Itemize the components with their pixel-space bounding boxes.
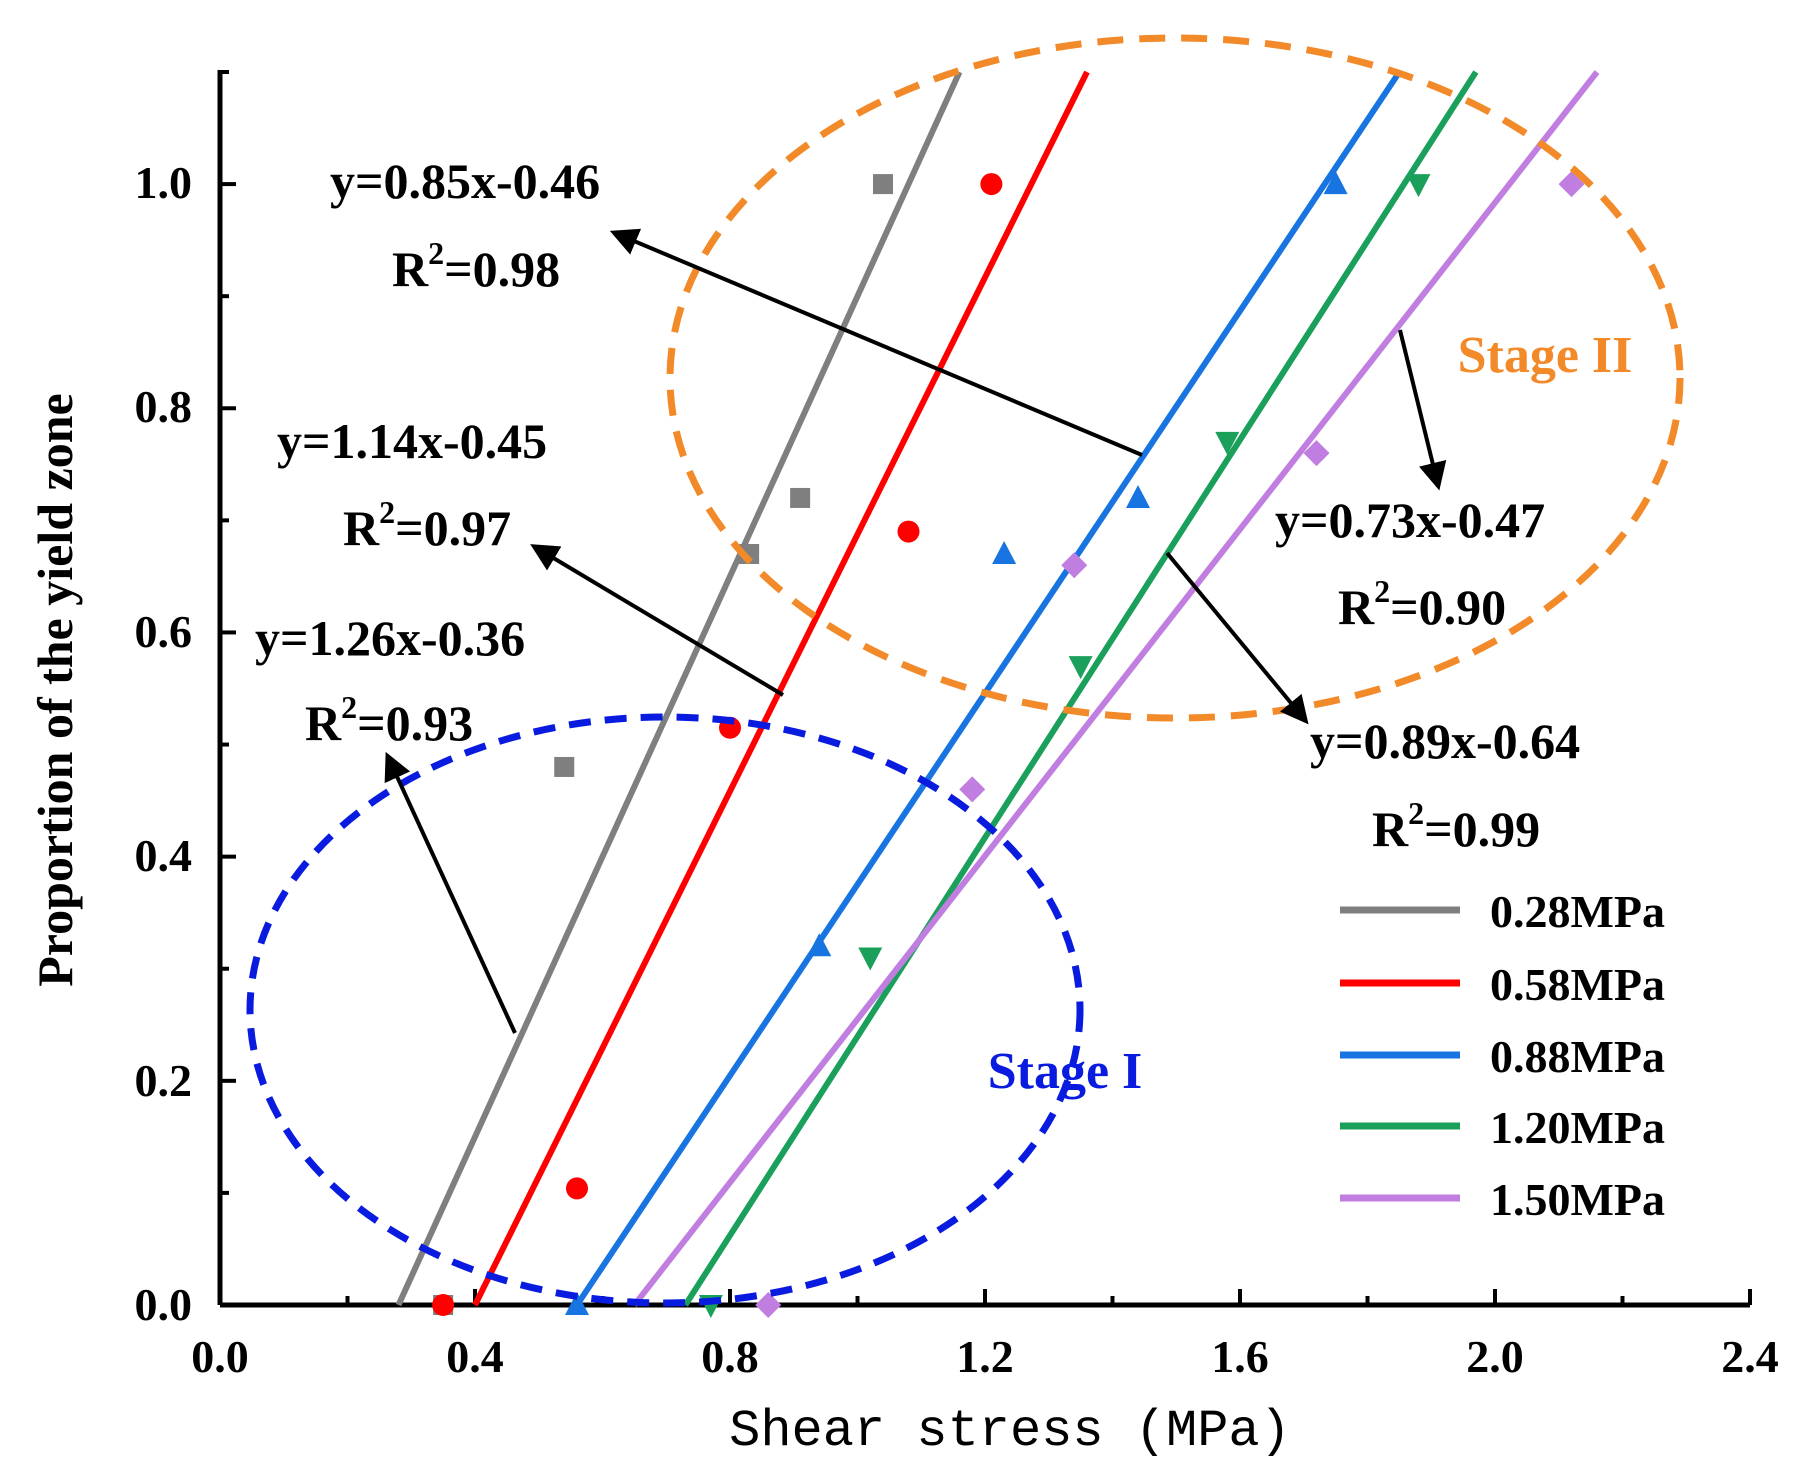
x-tick-label: 2.0 [1466,1331,1524,1382]
legend-label: 1.20MPa [1490,1102,1665,1153]
stage-2-label: Stage II [1458,327,1633,384]
data-point-1.20MPa [1215,431,1240,455]
y-tick-label: 0.4 [135,830,193,881]
y-tick-label: 0.8 [135,381,193,432]
equation-3: y=1.26x-0.36 R2=0.93 [255,610,525,751]
data-point-0.88MPa [1323,171,1348,195]
data-point-1.50MPa [1061,552,1088,579]
legend-label: 1.50MPa [1490,1174,1665,1225]
arrow-eq1 [609,228,1143,457]
equation-3-formula: y=1.26x-0.36 [255,610,525,666]
y-axis-title: Proportion of the yield zone [27,393,83,986]
y-tick-label: 0.0 [135,1279,193,1330]
data-point-1.50MPa [959,776,986,803]
legend: 0.28MPa 0.58MPa 0.88MPa 1.20MPa 1.50MPa [1340,886,1665,1225]
x-tick-label: 0.0 [191,1331,249,1382]
fit-line-0.88MPa [574,70,1402,1307]
data-point-0.88MPa [1126,484,1150,508]
equation-5-r2: R2=0.99 [1372,795,1540,857]
data-point-1.50MPa [1303,440,1330,467]
fit-line-0.28MPa [395,70,963,1307]
y-tick-label: 1.0 [135,157,193,208]
equation-1: y=0.85x-0.46 R2=0.98 [330,153,600,297]
arrow-eq2 [530,544,785,697]
equation-5-formula: y=0.89x-0.64 [1310,713,1580,769]
annotation-arrows [384,228,1447,1034]
data-point-0.28MPa [554,756,575,777]
x-axis-title: Shear stress (MPa) [729,1402,1291,1461]
stage-1-ellipse [246,713,1084,1307]
x-tick-labels: 0.0 0.4 0.8 1.2 1.6 2.0 2.4 [191,1331,1779,1382]
data-point-0.28MPa [873,174,893,195]
arrow-eq4 [1398,329,1447,491]
equation-4: y=0.73x-0.47 R2=0.90 [1275,492,1545,635]
fit-line-0.58MPa [472,70,1090,1307]
x-tick-label: 1.2 [956,1331,1014,1382]
y-tick-labels: 0.0 0.2 0.4 0.6 0.8 1.0 [135,157,193,1330]
data-point-0.58MPa [566,1177,588,1200]
data-point-0.88MPa [992,540,1017,564]
fit-lines [395,70,1600,1307]
data-point-0.58MPa [897,520,920,543]
data-points [432,171,1585,1318]
equation-1-formula: y=0.85x-0.46 [330,153,600,209]
stage-2-ellipse [666,34,1684,722]
data-point-0.58MPa [980,173,1003,196]
legend-label: 0.58MPa [1490,959,1665,1010]
equation-4-r2: R2=0.90 [1338,573,1506,635]
equation-2-formula: y=1.14x-0.45 [277,413,547,469]
equation-4-formula: y=0.73x-0.47 [1275,492,1545,548]
equation-3-r2: R2=0.93 [305,689,473,751]
x-tick-label: 2.4 [1721,1331,1779,1382]
equation-5: y=0.89x-0.64 R2=0.99 [1310,713,1580,857]
equation-2: y=1.14x-0.45 R2=0.97 [277,413,547,556]
stage-1-label: Stage I [988,1043,1143,1100]
data-point-1.20MPa [1068,656,1093,680]
data-point-1.50MPa [755,1292,782,1318]
data-point-0.88MPa [807,933,832,957]
y-tick-label: 0.2 [135,1055,193,1106]
data-point-0.88MPa [565,1292,589,1315]
data-point-0.58MPa [432,1294,455,1316]
legend-label: 0.88MPa [1490,1031,1665,1082]
data-point-0.28MPa [790,487,811,508]
equation-2-r2: R2=0.97 [343,494,511,556]
legend-label: 0.28MPa [1490,886,1665,937]
equation-1-r2: R2=0.98 [392,235,560,297]
x-tick-label: 0.4 [446,1331,504,1382]
arrow-eq3 [384,751,517,1034]
x-tick-label: 0.8 [701,1331,759,1382]
fit-line-1.50MPa [632,70,1600,1307]
data-point-1.20MPa [1406,174,1431,198]
y-tick-label: 0.6 [135,606,193,657]
arrow-eq5 [1165,551,1309,725]
x-tick-label: 1.6 [1211,1331,1269,1382]
fit-line-1.20MPa [682,70,1479,1307]
ticks [218,70,1752,1307]
data-point-1.20MPa [858,947,883,971]
